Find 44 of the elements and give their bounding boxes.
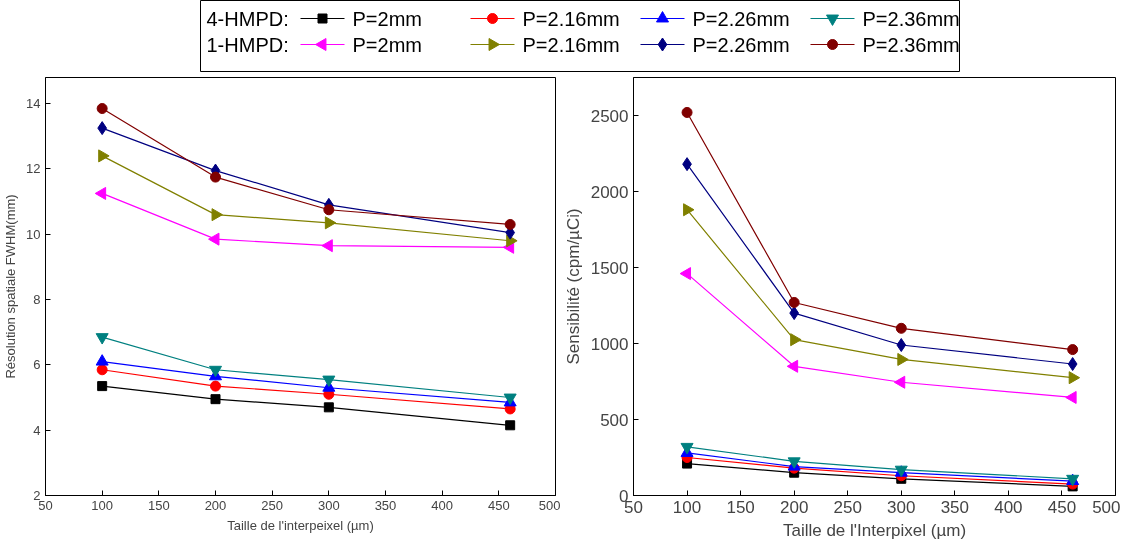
y-tick-label: 12	[26, 161, 41, 177]
x-tick-label: 350	[374, 497, 397, 513]
y-tick-label: 8	[33, 292, 41, 308]
x-axis-title: Taille de l'interpeixel (µm)	[227, 517, 374, 533]
legend-label: P=2.16mm	[522, 33, 620, 56]
x-tick-label: 200	[204, 497, 227, 513]
x-tick-label: 250	[261, 497, 284, 513]
y-tick-label: 1000	[590, 334, 629, 354]
legend-label: P=2.26mm	[692, 33, 790, 56]
x-tick-label: 500	[538, 497, 561, 513]
legend-label: P=2mm	[352, 33, 422, 56]
x-tick-label: 400	[994, 497, 1023, 517]
legend-label: P=2.36mm	[862, 33, 960, 56]
text: 1-HMPD:	[206, 33, 289, 56]
y-tick-label: 4	[33, 422, 41, 438]
x-tick-label: 150	[726, 497, 755, 517]
x-tick-label: 500	[1092, 497, 1121, 517]
x-tick-label: 50	[38, 497, 53, 513]
x-tick-label: 100	[91, 497, 114, 513]
y-axis-title: Résolution spatiale FWHM(mm)	[3, 194, 19, 379]
x-tick-label: 100	[672, 497, 702, 517]
legend-label: P=2.26mm	[692, 7, 790, 30]
x-tick-label: 450	[1047, 497, 1077, 517]
y-tick-label: 6	[33, 357, 41, 373]
y-tick-label: 1500	[590, 258, 629, 278]
y-tick-label: 500	[600, 410, 629, 430]
y-tick-label: 10	[26, 226, 41, 242]
x-axis-title: Taille de l'Interpixel (µm)	[782, 520, 967, 540]
x-tick-label: 300	[317, 497, 340, 513]
y-axis-title: Sensibilité (cpm/µCi)	[563, 208, 583, 365]
text: 4-HMPD:	[206, 7, 289, 30]
y-tick-label: 14	[26, 96, 41, 112]
legend-label: P=2mm	[352, 7, 422, 30]
x-tick-label: 200	[779, 497, 809, 517]
x-tick-label: 400	[431, 497, 454, 513]
x-tick-label: 350	[940, 497, 970, 517]
x-tick-label: 300	[887, 497, 916, 517]
y-tick-label: 2500	[590, 106, 629, 126]
legend-label: P=2.16mm	[522, 7, 620, 30]
legend-label: P=2.36mm	[862, 7, 960, 30]
x-tick-label: 150	[147, 497, 170, 513]
x-tick-label: 450	[487, 497, 510, 513]
x-tick-label: 250	[833, 497, 862, 517]
y-tick-label: 2000	[590, 182, 629, 202]
